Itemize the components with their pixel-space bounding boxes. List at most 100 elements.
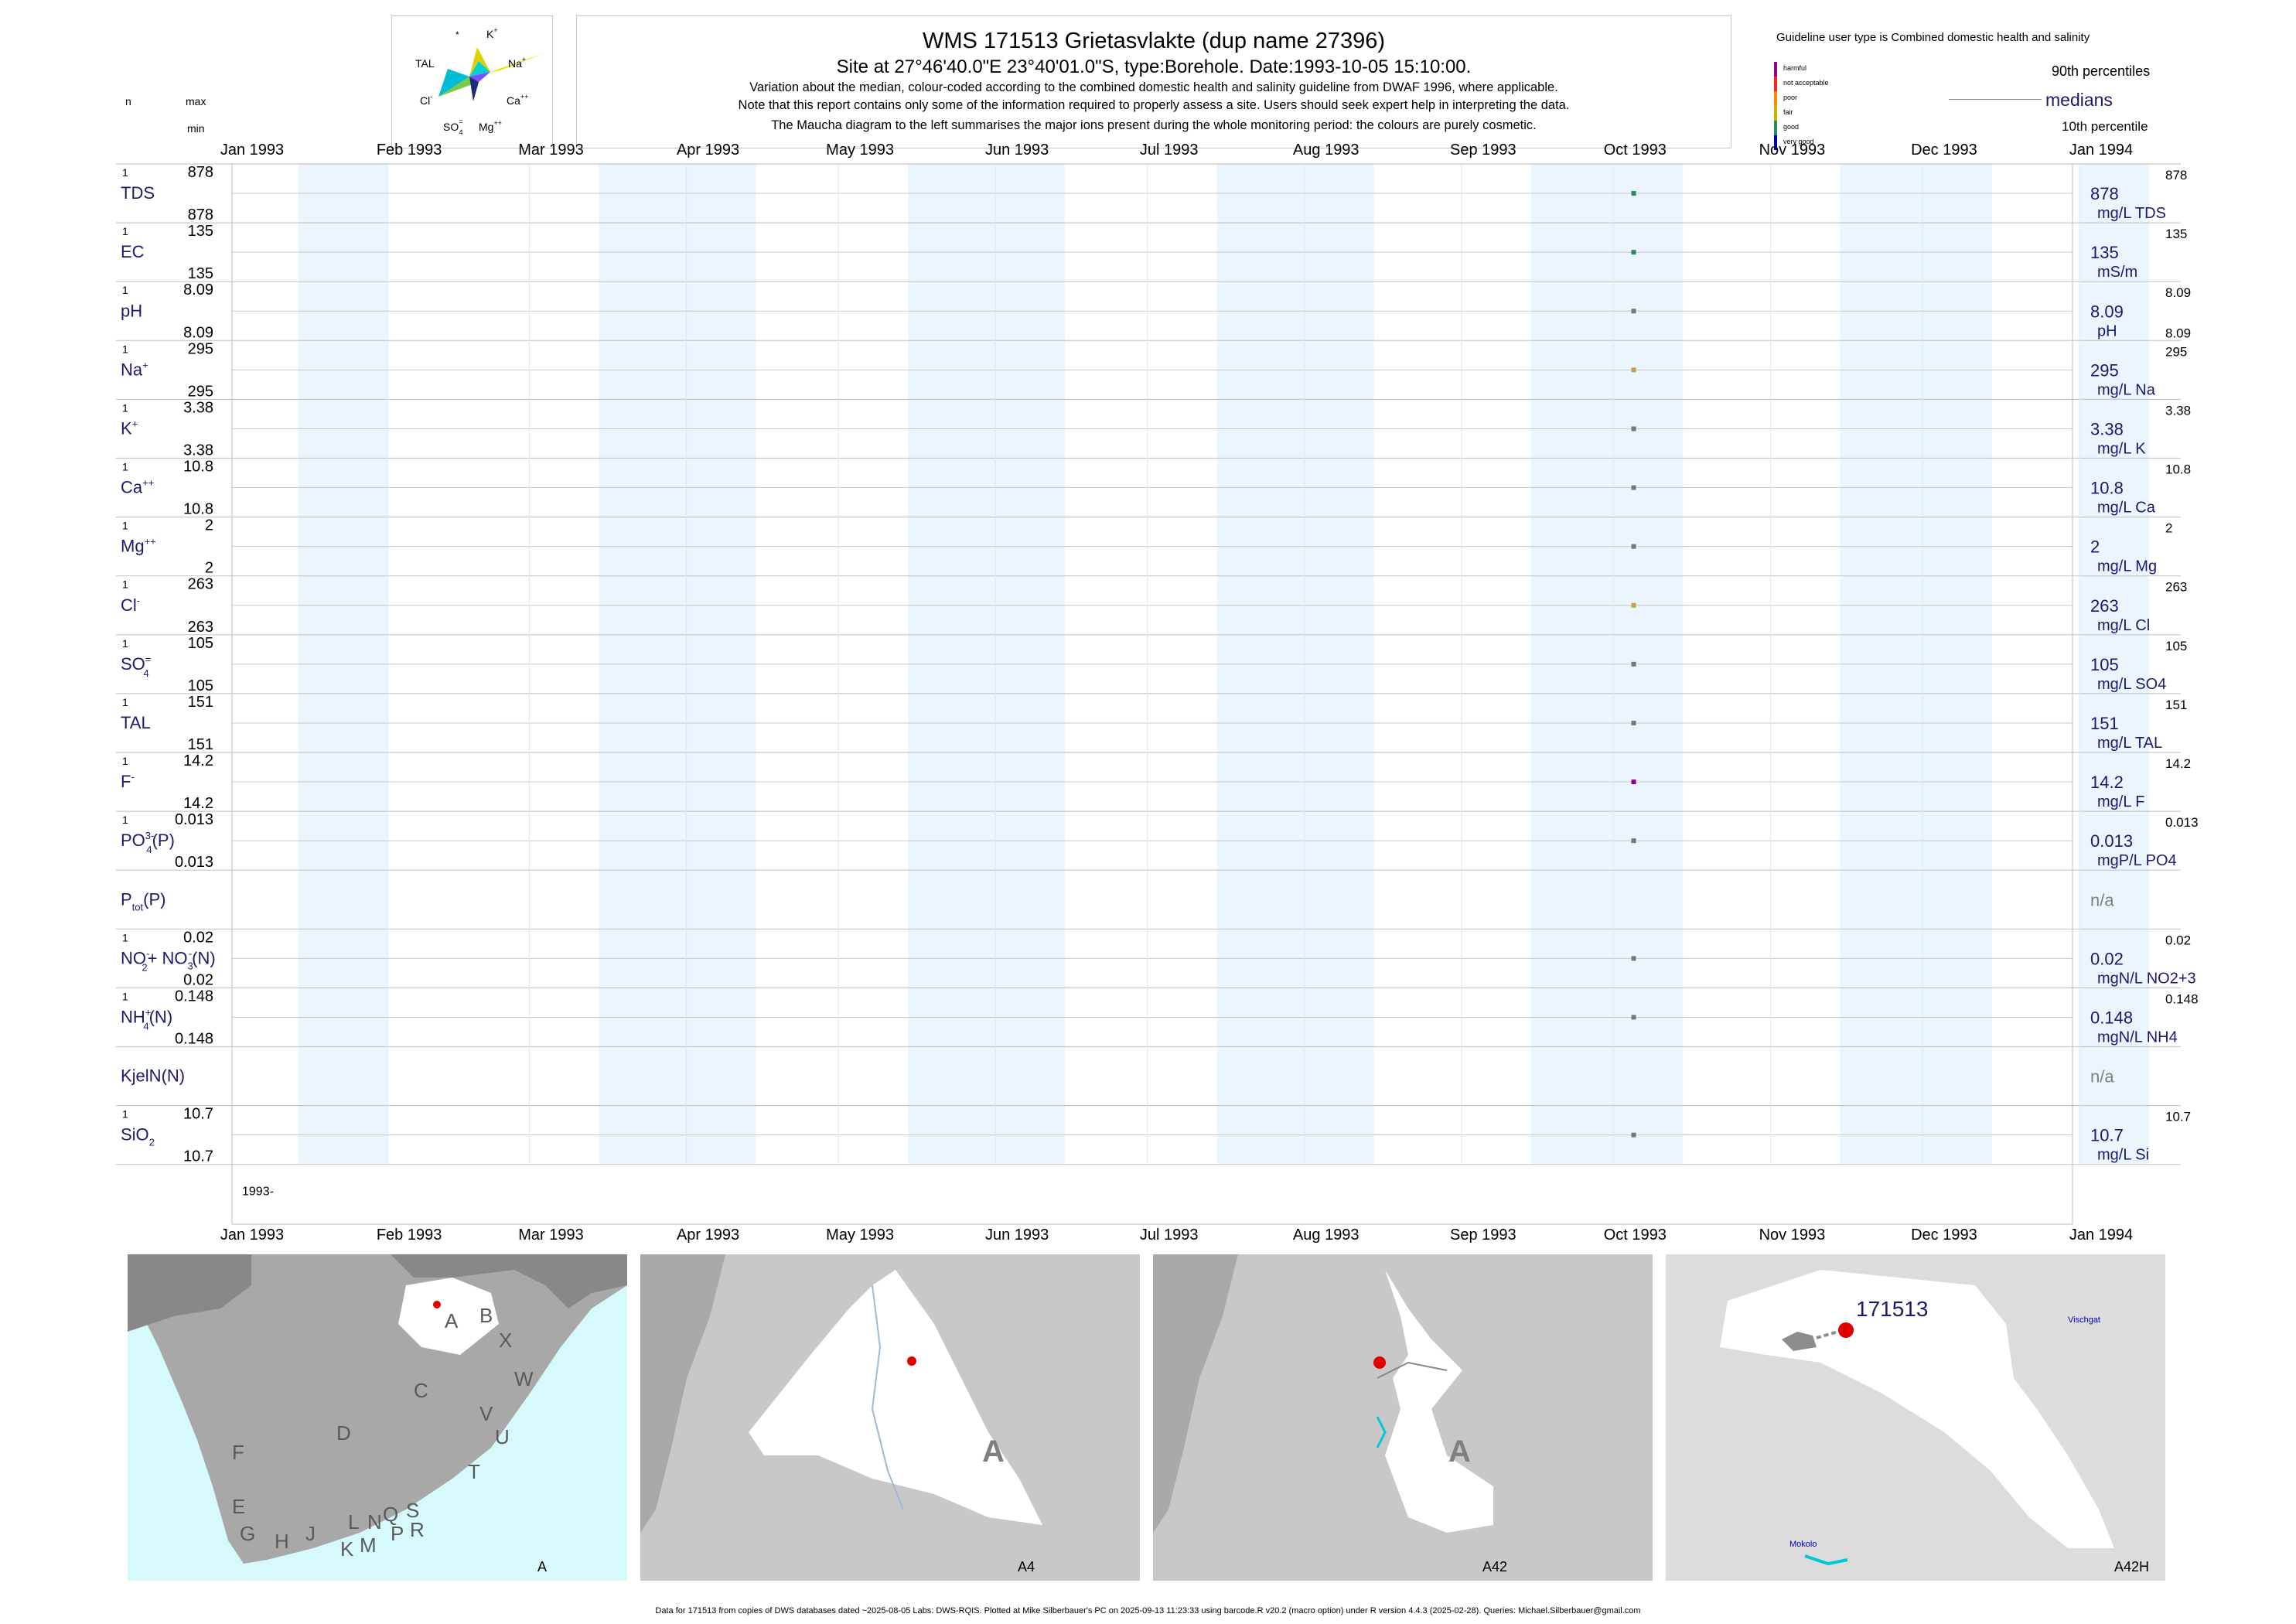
maucha-ca-label: Ca bbox=[507, 94, 520, 107]
row-p90: 0.148 bbox=[2165, 991, 2199, 1006]
note-line-2: Note that this report contains only some… bbox=[738, 98, 1570, 112]
param-label: F- bbox=[121, 771, 135, 791]
row-max: 135 bbox=[188, 223, 213, 240]
row-unit: mg/L Si bbox=[2097, 1147, 2149, 1164]
maucha-cl-label: Cl bbox=[420, 94, 430, 107]
region-letter-l: L bbox=[348, 1510, 359, 1534]
month-label-top: Aug 1993 bbox=[1293, 142, 1360, 159]
row-unit: mg/L Cl bbox=[2097, 617, 2150, 634]
legend-color-very-good bbox=[1774, 135, 1777, 150]
row-min: 105 bbox=[188, 677, 213, 694]
month-label-bottom: Nov 1993 bbox=[1759, 1227, 1826, 1244]
row-p90: 0.013 bbox=[2165, 815, 2199, 830]
report-title: WMS 171513 Grietasvlakte (dup name 27396… bbox=[922, 29, 1386, 53]
row-median: 295 bbox=[2090, 360, 2119, 380]
data-point bbox=[1631, 838, 1636, 844]
min-header: min bbox=[187, 122, 205, 135]
map-a42h-label: A42H bbox=[2114, 1559, 2149, 1575]
row-min: 10.7 bbox=[183, 1148, 213, 1165]
row-max: 3.38 bbox=[183, 399, 213, 416]
neighbour-region bbox=[128, 1254, 251, 1332]
row-p90: 263 bbox=[2165, 580, 2187, 595]
data-point bbox=[1631, 485, 1636, 490]
site-marker bbox=[907, 1356, 916, 1366]
row-p90: 105 bbox=[2165, 639, 2187, 653]
row-ec: 1 135 135 EC 135 mS/m 135 bbox=[121, 223, 2187, 282]
param-label: SO= 4 bbox=[121, 653, 151, 679]
row-min: 3.38 bbox=[183, 442, 213, 459]
region-letter-v: V bbox=[479, 1402, 493, 1425]
median-legend-label: medians bbox=[2045, 90, 2113, 110]
row-unit: mg/L TAL bbox=[2097, 735, 2162, 752]
row-tal: 1 151 151 TAL 151 mg/L TAL 151 bbox=[121, 694, 2187, 753]
month-tick-labels: Jan 1993 Jan 1993 Feb 1993 Feb 1993 Mar 1993… bbox=[220, 142, 2133, 1244]
region-letter-e: E bbox=[232, 1495, 245, 1518]
row-median: 263 bbox=[2090, 596, 2119, 616]
row-median: 2 bbox=[2090, 537, 2100, 557]
legend-label-good: good bbox=[1783, 123, 1800, 131]
svg-text:K+: K+ bbox=[486, 26, 498, 40]
row-median: 0.013 bbox=[2090, 831, 2133, 851]
catchment-a4 bbox=[749, 1270, 1042, 1525]
param-label: TAL bbox=[121, 713, 151, 732]
row-unit: mg/L Na bbox=[2097, 381, 2156, 398]
p10-legend-label: 10th percentile bbox=[2062, 119, 2148, 134]
row-median: 14.2 bbox=[2090, 773, 2124, 792]
note-line-3: The Maucha diagram to the left summarise… bbox=[771, 118, 1537, 132]
row-n: 1 bbox=[122, 225, 128, 237]
row-min: 14.2 bbox=[183, 795, 213, 812]
row-max: 105 bbox=[188, 635, 213, 652]
row-max: 263 bbox=[188, 576, 213, 593]
svg-text:Mg++: Mg++ bbox=[479, 119, 502, 133]
row-min: 2 bbox=[205, 560, 213, 577]
row-unit: mgP/L PO4 bbox=[2097, 852, 2177, 869]
data-point bbox=[1631, 956, 1636, 961]
row-p90: 878 bbox=[2165, 168, 2187, 183]
row-p90: 14.2 bbox=[2165, 756, 2191, 771]
data-point bbox=[1631, 1132, 1636, 1138]
grid-lines bbox=[116, 163, 2181, 1225]
region-letter-n: N bbox=[367, 1510, 382, 1534]
row-median: 878 bbox=[2090, 184, 2119, 203]
legend-label-poor: poor bbox=[1783, 94, 1798, 101]
a42-region-letter: A bbox=[1448, 1435, 1471, 1469]
month-label-bottom: May 1993 bbox=[826, 1227, 894, 1244]
legend-color-not-acceptable bbox=[1774, 77, 1777, 91]
maucha-diagram: * K+ TAL Na+ Cl- Ca++ SO= 4 Mg++ bbox=[415, 26, 544, 136]
row-min: 295 bbox=[188, 383, 213, 400]
region-letter-b: B bbox=[479, 1304, 493, 1327]
param-label: PO3-4(P) bbox=[121, 830, 175, 855]
p90-legend-label: 90th percentiles bbox=[2052, 63, 2151, 79]
row-median: 8.09 bbox=[2090, 302, 2124, 321]
data-point bbox=[1631, 426, 1636, 432]
row-max: 8.09 bbox=[183, 281, 213, 299]
row-p90: 295 bbox=[2165, 344, 2187, 359]
row-min: 151 bbox=[188, 736, 213, 753]
row-n: 1 bbox=[122, 520, 128, 532]
row-max: 151 bbox=[188, 694, 213, 711]
site-label: 171513 bbox=[1856, 1297, 1928, 1321]
legend-label-fair: fair bbox=[1783, 108, 1793, 116]
legend-label-harmful: harmful bbox=[1783, 64, 1807, 72]
month-label-bottom: Jul 1993 bbox=[1140, 1227, 1199, 1244]
row-n: 1 bbox=[122, 637, 128, 650]
maucha-diagram-box: * K+ TAL Na+ Cl- Ca++ SO= 4 Mg++ bbox=[391, 15, 553, 148]
data-point bbox=[1631, 367, 1636, 373]
month-label-bottom: Jan 1993 bbox=[220, 1227, 284, 1244]
row-max: 0.013 bbox=[175, 811, 213, 828]
row-min: 0.148 bbox=[175, 1031, 213, 1048]
map-a42-label: A42 bbox=[1482, 1559, 1507, 1575]
catchment-a42 bbox=[1385, 1270, 1493, 1533]
region-letter-m: M bbox=[360, 1534, 377, 1557]
param-label: Na+ bbox=[121, 359, 148, 379]
row-f: 1 14.214.2F- 14.2mg/L F14.2 bbox=[121, 752, 2191, 812]
row-min: 10.8 bbox=[183, 501, 213, 518]
highlighted-region-a bbox=[398, 1278, 499, 1355]
row-n: 1 bbox=[122, 931, 128, 943]
water-quality-chart: 1 878 878 TDS 878 mg/L TDS 878 1 135 135 EC 135 mS/m… bbox=[116, 142, 2199, 1244]
